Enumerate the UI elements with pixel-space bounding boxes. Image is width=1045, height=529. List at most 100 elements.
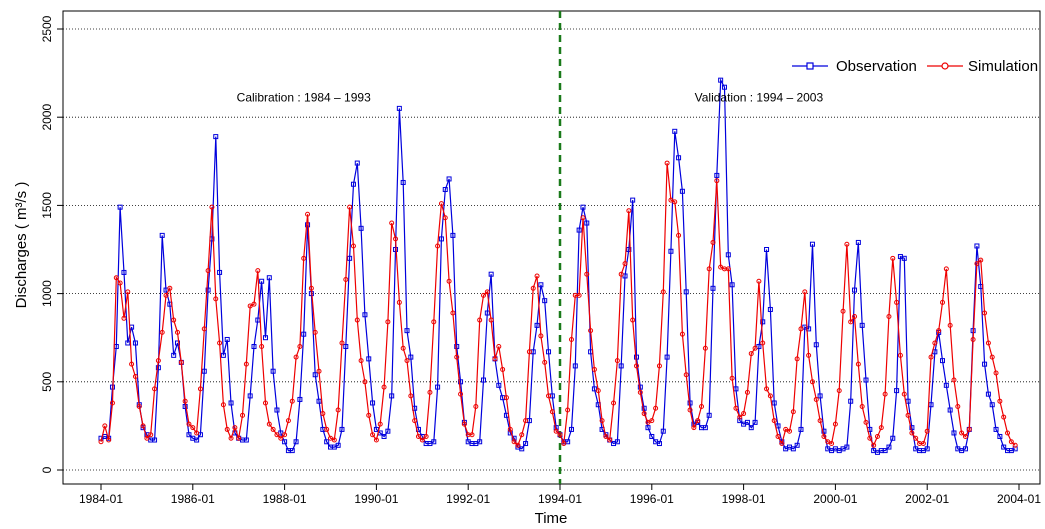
data-point [553, 428, 559, 434]
data-point [764, 247, 770, 252]
data-point [454, 344, 460, 350]
data-point [813, 396, 819, 402]
series-line [100, 78, 1016, 454]
data-point [458, 379, 464, 385]
data-point [129, 361, 135, 367]
data-point [530, 285, 536, 291]
data-point [366, 356, 372, 362]
data-point [1012, 442, 1018, 448]
data-point [140, 423, 146, 429]
data-point [714, 178, 720, 184]
data-point [163, 287, 169, 293]
data-point [905, 412, 911, 418]
data-point [584, 220, 590, 226]
data-point [580, 215, 586, 221]
data-point [507, 426, 513, 432]
data-point [794, 442, 800, 448]
data-point [217, 340, 223, 346]
data-point [901, 391, 907, 397]
data-point [412, 418, 418, 424]
data-point [396, 299, 402, 305]
data-point [435, 384, 441, 390]
data-point [546, 393, 552, 399]
data-point [236, 435, 242, 441]
data-point [496, 344, 502, 350]
data-point [446, 278, 452, 284]
data-point [588, 328, 594, 334]
data-point [951, 377, 957, 383]
data-point [297, 396, 303, 402]
data-point [955, 403, 961, 409]
y-tick-label: 1500 [40, 192, 54, 219]
data-point [163, 292, 169, 298]
data-point [435, 243, 441, 249]
data-point [1008, 439, 1014, 445]
data-point [519, 432, 525, 438]
data-point [626, 247, 632, 252]
data-point [117, 280, 123, 286]
data-point [894, 388, 900, 394]
data-point [113, 275, 119, 281]
data-point [890, 435, 896, 441]
data-point [607, 437, 613, 443]
data-point [278, 430, 284, 436]
data-point [614, 358, 620, 364]
legend-marker [941, 62, 949, 70]
data-point [262, 335, 268, 341]
data-point [339, 426, 345, 432]
data-point [125, 289, 131, 295]
data-point [274, 432, 280, 438]
data-point [423, 433, 429, 439]
legend-item-observation: Observation [792, 58, 917, 75]
data-point [802, 289, 808, 295]
data-point [152, 437, 158, 443]
data-point [591, 386, 597, 392]
data-point [354, 317, 360, 323]
y-tick-label: 1000 [40, 280, 54, 307]
data-point [656, 441, 662, 447]
data-point [240, 412, 246, 418]
data-point [733, 405, 739, 411]
data-point [886, 444, 892, 450]
data-point [863, 419, 869, 425]
data-point [725, 252, 731, 258]
data-point [855, 361, 861, 367]
data-point [98, 439, 104, 445]
y-tick-label: 2500 [40, 15, 54, 42]
data-point [924, 428, 930, 434]
data-point [347, 255, 353, 261]
data-point [186, 421, 192, 427]
data-point [297, 344, 303, 350]
data-point [568, 426, 574, 432]
series-group [98, 77, 1018, 455]
data-point [358, 225, 364, 231]
data-point [343, 276, 349, 282]
data-point [458, 391, 464, 397]
data-point [201, 368, 207, 374]
data-point [519, 446, 525, 452]
data-point [568, 336, 574, 342]
data-point [595, 388, 601, 394]
data-point [343, 344, 349, 350]
data-point [350, 181, 356, 187]
data-point [672, 128, 678, 134]
data-point [982, 310, 988, 316]
data-point [194, 437, 200, 443]
data-point [649, 418, 655, 424]
data-point [419, 437, 425, 443]
data-point [897, 352, 903, 358]
data-point [404, 358, 410, 364]
data-point [484, 310, 490, 316]
data-point [289, 398, 295, 404]
data-point [943, 266, 949, 272]
data-point [377, 421, 383, 427]
data-point [546, 349, 552, 355]
data-point [676, 232, 682, 238]
data-point [771, 418, 777, 424]
data-point [982, 361, 988, 367]
data-point [928, 354, 934, 360]
data-point [729, 375, 735, 381]
data-point [121, 269, 127, 275]
data-point [790, 409, 796, 415]
legend-marker [806, 62, 814, 70]
